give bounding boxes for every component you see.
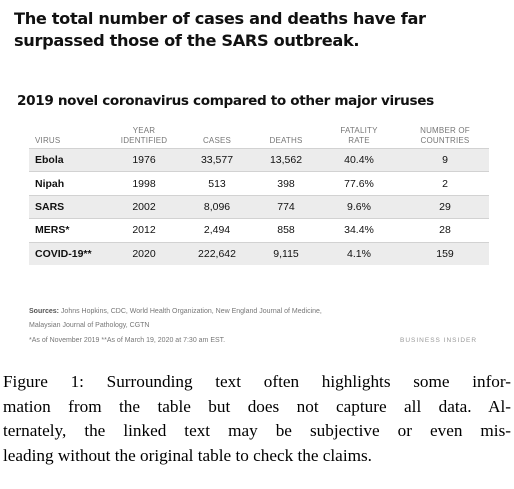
cell-fatality-rate: 4.1% bbox=[317, 241, 401, 265]
cell-countries: 2 bbox=[401, 171, 489, 196]
cell-cases: 8,096 bbox=[179, 194, 255, 219]
cell-virus: SARS bbox=[29, 194, 109, 219]
headline-line-2: surpassed those of the SARS outbreak. bbox=[14, 31, 360, 50]
header-year-identified: YEAR IDENTIFIED bbox=[120, 126, 168, 145]
caption-line: ternately, the linked text may be subjec… bbox=[3, 421, 511, 440]
figure-caption: Figure 1: Surrounding text often highlig… bbox=[3, 370, 511, 468]
cell-countries: 29 bbox=[401, 194, 489, 219]
cell-year: 1998 bbox=[109, 171, 179, 196]
cell-virus: Ebola bbox=[29, 147, 109, 172]
caption-line: leading without the original table to ch… bbox=[3, 445, 372, 465]
cell-countries: 28 bbox=[401, 218, 489, 243]
sources-label: Sources: bbox=[29, 308, 59, 315]
cell-virus: MERS* bbox=[29, 218, 109, 243]
virus-comparison-table: VIRUS YEAR IDENTIFIED CASES DEATHS FATALI… bbox=[29, 126, 489, 265]
caption-line: Figure 1: Surrounding text often highlig… bbox=[3, 372, 511, 391]
cell-virus: Nipah bbox=[29, 171, 109, 196]
header-fatality-rate: FATALITY RATE bbox=[340, 126, 378, 145]
sources-note: Sources: Johns Hopkins, CDC, World Healt… bbox=[29, 305, 322, 333]
cell-year: 2020 bbox=[109, 241, 179, 265]
cell-cases: 222,642 bbox=[179, 241, 255, 265]
table-row: Ebola 1976 33,577 13,562 40.4% 9 bbox=[29, 147, 489, 172]
sources-text-1: Johns Hopkins, CDC, World Health Organiz… bbox=[60, 308, 322, 315]
cell-countries: 159 bbox=[401, 241, 489, 265]
cell-deaths: 858 bbox=[255, 218, 317, 243]
table-header-row: VIRUS YEAR IDENTIFIED CASES DEATHS FATALI… bbox=[29, 126, 489, 149]
cell-deaths: 774 bbox=[255, 194, 317, 219]
header-number-of-countries: NUMBER OF COUNTRIES bbox=[420, 126, 470, 145]
cell-fatality-rate: 77.6% bbox=[317, 171, 401, 196]
cell-deaths: 13,562 bbox=[255, 147, 317, 172]
cell-fatality-rate: 40.4% bbox=[317, 147, 401, 172]
brand-logo: BUSINESS INSIDER bbox=[400, 337, 478, 344]
sources-line-1: Sources: Johns Hopkins, CDC, World Healt… bbox=[29, 305, 322, 319]
cell-year: 2012 bbox=[109, 218, 179, 243]
cell-deaths: 398 bbox=[255, 171, 317, 196]
cell-cases: 33,577 bbox=[179, 147, 255, 172]
headline: The total number of cases and deaths hav… bbox=[14, 8, 484, 52]
header-cases: CASES bbox=[202, 135, 232, 145]
cell-virus: COVID-19** bbox=[29, 241, 109, 265]
table-row: SARS 2002 8,096 774 9.6% 29 bbox=[29, 194, 489, 219]
table-row: Nipah 1998 513 398 77.6% 2 bbox=[29, 171, 489, 196]
table-row: MERS* 2012 2,494 858 34.4% 28 bbox=[29, 218, 489, 243]
table-subtitle: 2019 novel coronavirus compared to other… bbox=[17, 93, 434, 109]
cell-cases: 2,494 bbox=[179, 218, 255, 243]
header-virus: VIRUS bbox=[35, 135, 61, 145]
table-row: COVID-19** 2020 222,642 9,115 4.1% 159 bbox=[29, 241, 489, 265]
cell-countries: 9 bbox=[401, 147, 489, 172]
cell-year: 2002 bbox=[109, 194, 179, 219]
cell-deaths: 9,115 bbox=[255, 241, 317, 265]
cell-cases: 513 bbox=[179, 171, 255, 196]
sources-line-2: Malaysian Journal of Pathology, CGTN bbox=[29, 322, 150, 329]
cell-year: 1976 bbox=[109, 147, 179, 172]
headline-line-1: The total number of cases and deaths hav… bbox=[14, 9, 426, 28]
header-deaths: DEATHS bbox=[269, 135, 303, 145]
caption-line: mation from the table but does not captu… bbox=[3, 396, 511, 416]
cell-fatality-rate: 9.6% bbox=[317, 194, 401, 219]
footnotes: *As of November 2019 **As of March 19, 2… bbox=[29, 337, 226, 344]
cell-fatality-rate: 34.4% bbox=[317, 218, 401, 243]
infographic: The total number of cases and deaths hav… bbox=[14, 8, 489, 344]
